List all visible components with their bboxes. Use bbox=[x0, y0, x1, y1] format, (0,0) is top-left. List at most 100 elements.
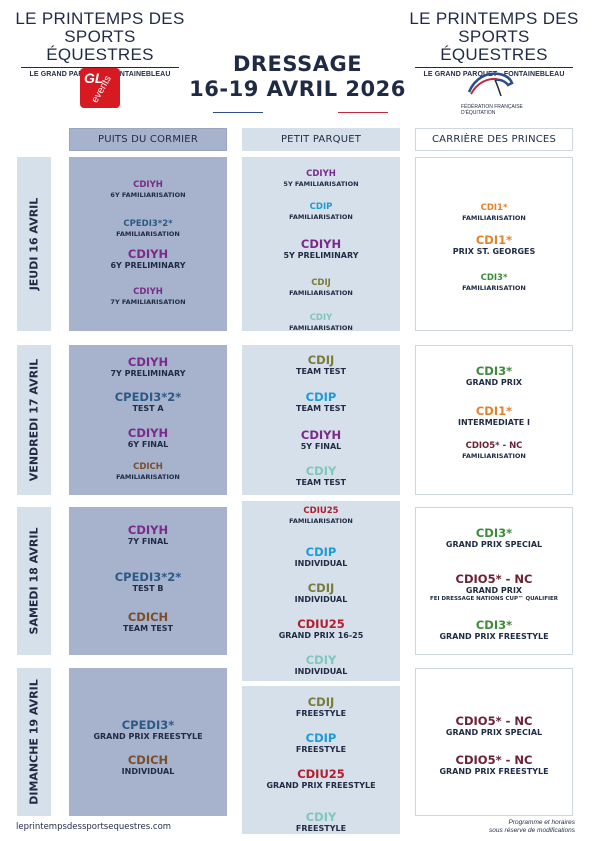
schedule-cell-dimanche-petit: CDIJ FREESTYLE CDIP FREESTYLE CDIU25 GRAND PR… bbox=[242, 686, 400, 834]
event-code: CDI3* bbox=[475, 364, 513, 378]
event-description: 7Y FINAL bbox=[127, 537, 169, 546]
event-description: PRIX ST. GEORGES bbox=[452, 247, 536, 256]
event-description: GRAND PRIX bbox=[465, 585, 523, 595]
day-label-dimanche: DIMANCHE 19 AVRIL bbox=[17, 668, 51, 816]
event-code: CDIU25 bbox=[297, 767, 345, 781]
event-entry: CDIYH 5Y PRELIMINARY bbox=[242, 237, 400, 261]
day-label-text: JEUDI 16 AVRIL bbox=[27, 197, 41, 291]
event-code: CDIYH bbox=[300, 428, 342, 442]
event-code: CDIY bbox=[305, 810, 337, 824]
day-label-text: SAMEDI 18 AVRIL bbox=[27, 527, 41, 635]
brand-rule bbox=[21, 67, 179, 68]
event-code: CDI3* bbox=[480, 273, 508, 283]
event-description: TEAM TEST bbox=[296, 367, 346, 376]
event-description: INDIVIDUAL bbox=[294, 559, 348, 568]
event-code: CDIYH bbox=[127, 426, 169, 440]
event-description: 7Y FAMILIARISATION bbox=[110, 298, 186, 306]
event-entry: CDIU25 GRAND PRIX 16-25 bbox=[242, 617, 400, 641]
schedule-cell-jeudi-carriere: CDI1* FAMILIARISATION CDI1* PRIX ST. GEORGE… bbox=[415, 157, 573, 331]
schedule-cell-samedi-carriere: CDI3* GRAND PRIX SPECIAL CDIO5* - NC GRAND … bbox=[415, 507, 573, 655]
event-entry: CDIJ FREESTYLE bbox=[242, 695, 400, 719]
schedule-cell-jeudi-petit: CDIYH 5Y FAMILIARISATION CDIP FAMILIARISATI… bbox=[242, 157, 400, 332]
event-code: CDIP bbox=[309, 202, 333, 212]
event-entry: CDICH FAMILIARISATION bbox=[69, 462, 227, 482]
event-description: TEST B bbox=[132, 584, 164, 593]
event-description: TEST A bbox=[132, 404, 164, 413]
event-entry: CDIJ TEAM TEST bbox=[242, 353, 400, 377]
schedule-cell-vendredi-puits: CDIYH 7Y PRELIMINARY CPEDI3*2* TEST A CDIYH 6… bbox=[69, 345, 227, 495]
event-code: CDIY bbox=[309, 313, 333, 323]
event-entry: CDIYH 5Y FAMILIARISATION bbox=[242, 169, 400, 189]
event-entry: CDI3* GRAND PRIX SPECIAL bbox=[416, 526, 572, 550]
event-description: 5Y PRELIMINARY bbox=[283, 251, 359, 260]
event-entry: CDIU25 GRAND PRIX FREESTYLE bbox=[242, 767, 400, 791]
event-entry: CDIY TEAM TEST bbox=[242, 464, 400, 488]
event-entry: CPEDI3*2* TEST A bbox=[69, 390, 227, 414]
event-entry: CDICH INDIVIDUAL bbox=[69, 753, 227, 777]
event-code: CDIYH bbox=[300, 237, 342, 251]
event-code: CDIO5* - NC bbox=[455, 714, 533, 728]
event-description: INTERMEDIATE I bbox=[457, 418, 531, 427]
event-code: CPEDI3* bbox=[121, 718, 175, 732]
event-entry: CPEDI3* GRAND PRIX FREESTYLE bbox=[69, 718, 227, 742]
event-code: CDIYH bbox=[133, 287, 163, 297]
event-description: GRAND PRIX SPECIAL bbox=[445, 540, 543, 549]
website-link[interactable]: leprintempsdessportsequestres.com bbox=[16, 822, 172, 832]
event-code: CDIJ bbox=[311, 278, 331, 288]
event-code: CDIP bbox=[305, 545, 337, 559]
accent-line-blue bbox=[213, 112, 263, 113]
event-entry: CDI3* GRAND PRIX FREESTYLE bbox=[416, 618, 572, 642]
event-description: FAMILIARISATION bbox=[289, 324, 353, 332]
event-description: GRAND PRIX FREESTYLE bbox=[439, 632, 549, 641]
ffe-text-line2: D'ÉQUITATION bbox=[461, 110, 496, 116]
event-description: INDIVIDUAL bbox=[294, 667, 348, 676]
event-code: CPEDI3*2* bbox=[114, 390, 182, 404]
event-entry: CDI1* PRIX ST. GEORGES bbox=[416, 233, 572, 257]
footer-disclaimer: Programme et horaires sous réserve de mo… bbox=[440, 819, 575, 835]
event-code: CDI3* bbox=[475, 526, 513, 540]
event-entry: CDIO5* - NC FAMILIARISATION bbox=[416, 441, 572, 461]
event-entry: CPEDI3*2* FAMILIARISATION bbox=[69, 219, 227, 239]
gl-events-logo: GL events bbox=[80, 68, 120, 108]
event-entry: CDIYH 5Y FINAL bbox=[242, 428, 400, 452]
day-label-text: DIMANCHE 19 AVRIL bbox=[27, 679, 41, 805]
schedule-cell-samedi-puits: CDIYH 7Y FINAL CPEDI3*2* TEST B CDICH TEAM TE… bbox=[69, 507, 227, 655]
event-description: GRAND PRIX bbox=[465, 378, 523, 387]
event-code: CPEDI3*2* bbox=[123, 219, 173, 229]
event-entry: CDIO5* - NC GRAND PRIX FREESTYLE bbox=[416, 753, 572, 777]
event-dates: 16-19 AVRIL 2026 bbox=[189, 77, 406, 101]
schedule-cell-samedi-petit: CDIU25 FAMILIARISATION CDIP INDIVIDUAL CDIJ I… bbox=[242, 501, 400, 681]
event-entry: CDICH TEAM TEST bbox=[69, 610, 227, 634]
event-code: CDIU25 bbox=[303, 506, 339, 516]
event-description: GRAND PRIX FREESTYLE bbox=[266, 781, 376, 790]
schedule-cell-dimanche-puits: CPEDI3* GRAND PRIX FREESTYLE CDICH INDIVIDU… bbox=[69, 668, 227, 816]
event-description: 5Y FAMILIARISATION bbox=[283, 180, 359, 188]
event-description: GRAND PRIX FREESTYLE bbox=[439, 767, 549, 776]
event-code: CDIJ bbox=[307, 695, 335, 709]
event-description: FAMILIARISATION bbox=[289, 289, 353, 297]
event-code: CDI3* bbox=[475, 618, 513, 632]
horse-head-icon bbox=[467, 72, 514, 97]
event-code: CDIYH bbox=[127, 523, 169, 537]
event-code: CDIY bbox=[305, 464, 337, 478]
schedule-cell-vendredi-carriere: CDI3* GRAND PRIX CDI1* INTERMEDIATE I CDIO5*… bbox=[415, 345, 573, 495]
event-code: CDIYH bbox=[127, 355, 169, 369]
event-code: CDI1* bbox=[475, 404, 513, 418]
event-entry: CDIYH 7Y PRELIMINARY bbox=[69, 355, 227, 379]
event-description: 6Y FAMILIARISATION bbox=[110, 191, 186, 199]
venue-header-puits-du-cormier: PUITS DU CORMIER bbox=[69, 128, 227, 151]
event-description: 5Y FINAL bbox=[300, 442, 342, 451]
event-description: FAMILIARISATION bbox=[462, 284, 526, 292]
event-code: CDI1* bbox=[480, 203, 508, 213]
day-label-vendredi: VENDREDI 17 AVRIL bbox=[17, 345, 51, 495]
event-description: FAMILIARISATION bbox=[116, 473, 180, 481]
event-code: CDI1* bbox=[475, 233, 513, 247]
ffe-logo: FÉDÉRATION FRANÇAISE D'ÉQUITATION bbox=[455, 66, 525, 124]
event-description: FREESTYLE bbox=[295, 745, 347, 754]
event-code: CDIY bbox=[305, 653, 337, 667]
event-entry: CDIP INDIVIDUAL bbox=[242, 545, 400, 569]
event-description: FREESTYLE bbox=[295, 824, 347, 833]
event-description: FAMILIARISATION bbox=[289, 517, 353, 525]
day-label-text: VENDREDI 17 AVRIL bbox=[27, 358, 41, 482]
event-description: FREESTYLE bbox=[295, 709, 347, 718]
